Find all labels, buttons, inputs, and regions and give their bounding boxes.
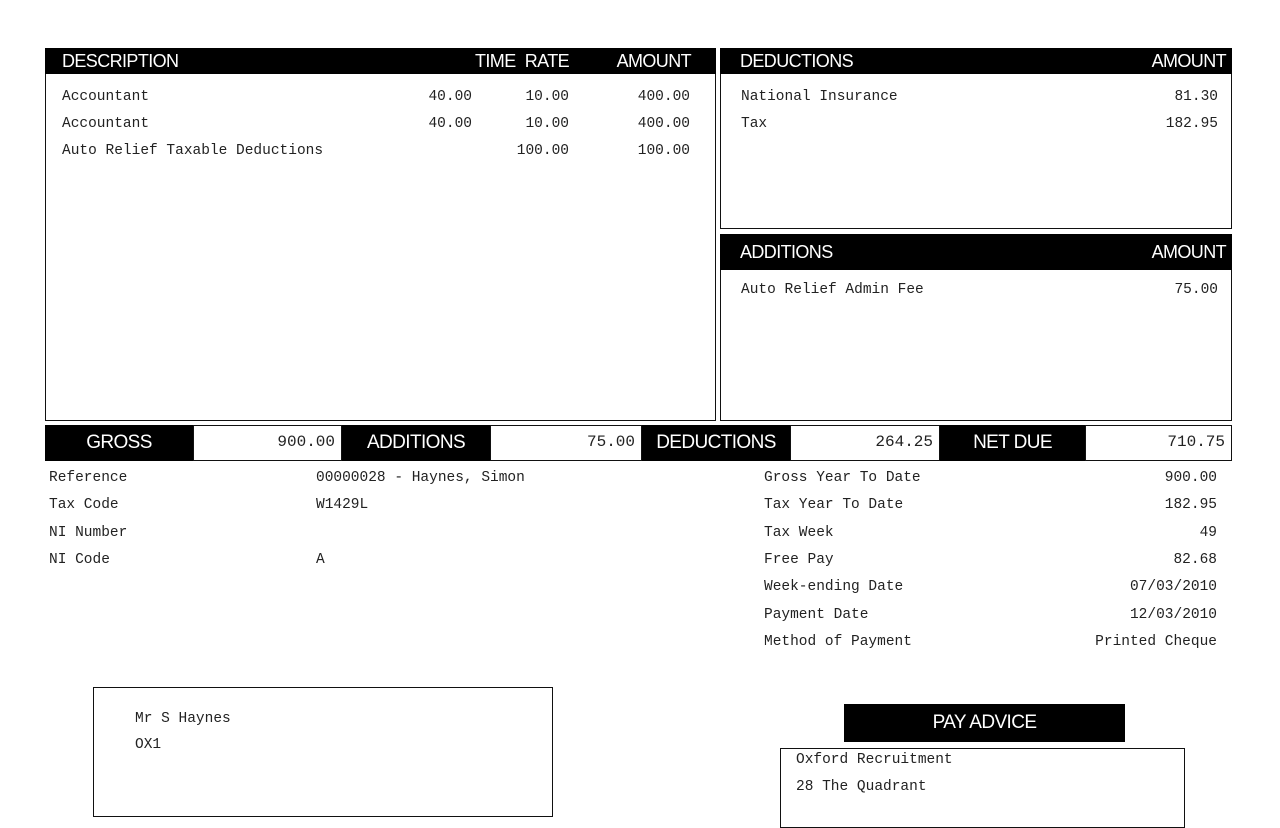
deduction-amount: 182.95: [1165, 116, 1218, 132]
employee-field-label: NI Number: [49, 524, 128, 541]
earning-time: 40.00: [428, 116, 472, 132]
pay-info-value: 49: [1199, 524, 1217, 541]
deduction-label: Tax: [741, 116, 768, 132]
pay-info-label: Tax Year To Date: [764, 497, 904, 514]
pay-info-label: Free Pay: [764, 551, 834, 568]
pay-advice-title: PAY ADVICE: [844, 704, 1125, 742]
employee-field-label: NI Code: [49, 551, 110, 568]
deductions-amount-label: AMOUNT: [1151, 51, 1227, 71]
employee-field-value: 00000028 - Haynes, Simon: [316, 470, 525, 486]
addition-amount: 75.00: [1174, 282, 1218, 298]
pay-info-value: 82.68: [1173, 551, 1217, 568]
company-name: Oxford Recruitment: [796, 752, 953, 768]
additions-total-label: ADDITIONS: [342, 425, 490, 461]
additions-amount-label: AMOUNT: [1151, 242, 1227, 262]
company-address: 28 The Quadrant: [796, 779, 927, 795]
employee-field-value: A: [316, 551, 325, 568]
earning-rate: 10.00: [525, 116, 569, 132]
deductions-total-value: 264.25: [790, 425, 940, 461]
employee-field-value: W1429L: [316, 497, 369, 514]
earning-description: Accountant: [62, 116, 150, 132]
pay-info-value: 07/03/2010: [1129, 579, 1217, 596]
address-line-2: OX1: [135, 737, 162, 753]
additions-total-value: 75.00: [490, 425, 642, 461]
addition-label: Auto Relief Admin Fee: [741, 282, 924, 298]
col-time: TIME: [475, 51, 516, 71]
deductions-label: DEDUCTIONS: [740, 51, 854, 71]
net-due-value: 710.75: [1085, 425, 1232, 461]
deductions-total-label: DEDUCTIONS: [642, 425, 790, 461]
deductions-table: [720, 48, 1232, 229]
col-description: DESCRIPTION: [62, 51, 179, 71]
pay-info-value: Printed Cheque: [1095, 633, 1217, 650]
earnings-header: DESCRIPTION TIME RATE AMOUNT: [45, 48, 716, 74]
pay-info-label: Tax Week: [764, 524, 834, 541]
pay-info-label: Payment Date: [764, 606, 869, 623]
employee-field-label: Reference: [49, 470, 128, 486]
employee-field-label: Tax Code: [49, 497, 119, 514]
pay-info-label: Week-ending Date: [764, 579, 904, 596]
earning-description: Auto Relief Taxable Deductions: [62, 143, 324, 159]
net-due-label: NET DUE: [940, 425, 1085, 461]
col-rate: RATE: [524, 51, 570, 71]
gross-label: GROSS: [45, 425, 193, 461]
pay-info-label: Method of Payment: [764, 633, 912, 650]
earning-rate: 10.00: [525, 89, 569, 105]
pay-info-label: Gross Year To Date: [764, 470, 921, 486]
deductions-header: DEDUCTIONS AMOUNT: [720, 48, 1232, 74]
additions-header: ADDITIONS AMOUNT: [720, 234, 1232, 270]
pay-info-value: 12/03/2010: [1129, 606, 1217, 623]
pay-info-value: 182.95: [1164, 497, 1217, 514]
address-box: [93, 687, 553, 817]
earning-amount: 400.00: [637, 89, 690, 105]
col-amount: AMOUNT: [616, 51, 692, 71]
gross-value: 900.00: [193, 425, 342, 461]
earning-time: 40.00: [428, 89, 472, 105]
earning-time: [400, 141, 472, 161]
earning-amount: 100.00: [637, 143, 690, 159]
additions-label: ADDITIONS: [740, 242, 833, 262]
earning-description: Accountant: [62, 89, 150, 105]
deduction-label: National Insurance: [741, 89, 898, 105]
deduction-amount: 81.30: [1174, 89, 1218, 105]
earning-amount: 400.00: [637, 116, 690, 132]
earning-rate: 100.00: [516, 143, 569, 159]
pay-info-value: 900.00: [1164, 470, 1217, 486]
address-line-1: Mr S Haynes: [135, 711, 231, 727]
